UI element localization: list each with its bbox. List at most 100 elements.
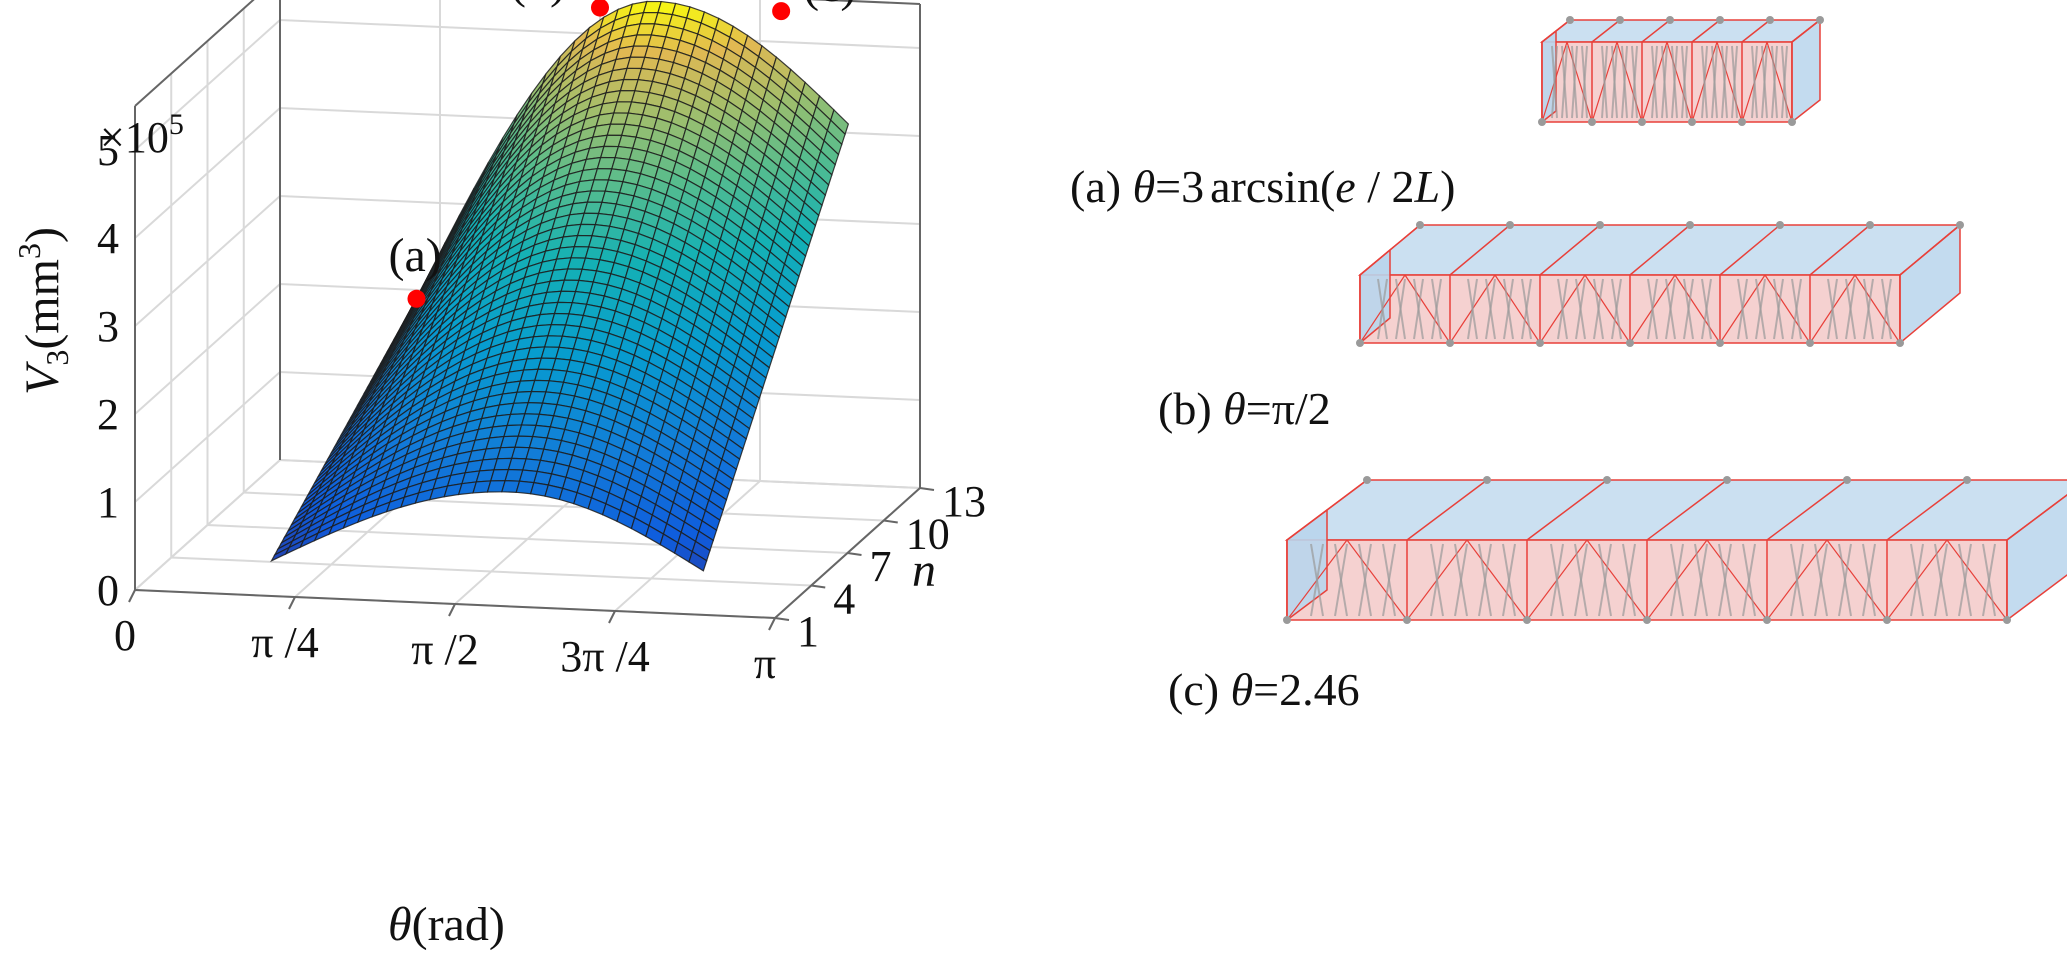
struct-node [1536, 339, 1544, 347]
x-tick-mark [768, 617, 776, 631]
struct-lattice [1621, 45, 1628, 119]
z-tick-label: 5 [97, 126, 119, 175]
z-axis-label: V3(mm3) [11, 227, 75, 395]
caption-c: (c) θ=2.46 [1168, 664, 1360, 715]
struct-lattice [1751, 45, 1758, 119]
struct-node [1566, 16, 1574, 24]
struct-lattice [1502, 543, 1516, 617]
struct-lattice [1395, 278, 1406, 340]
struct-lattice [1601, 45, 1608, 119]
z-tick-label: 4 [97, 214, 119, 263]
struct-lattice [1982, 543, 1996, 617]
struct-diagonal [1566, 41, 1593, 123]
struct-node [1538, 118, 1546, 126]
y-tick-label: 7 [870, 542, 892, 591]
data-point [407, 289, 426, 308]
data-point [591, 0, 609, 17]
struct-lattice [1611, 278, 1622, 340]
struct-lattice [1670, 543, 1684, 617]
struct-node [1356, 339, 1364, 347]
struct-lattice [1711, 45, 1718, 119]
y-tick-mark [811, 584, 826, 589]
y-tick-mark [847, 552, 862, 556]
struct-frame-line [1629, 224, 1691, 276]
y-tick-mark [774, 617, 790, 621]
z-tick-label: 2 [97, 390, 119, 439]
struct-lattice [1790, 543, 1804, 617]
y-tick-label: 13 [942, 477, 986, 526]
struct-lattice [1701, 278, 1712, 340]
struct-lattice [1742, 543, 1756, 617]
struct-lattice [1683, 278, 1694, 340]
struct-lattice [1413, 278, 1424, 340]
struct-lattice [1761, 45, 1768, 119]
z-axis-ticks: 0 1 2 3 4 5 [97, 126, 119, 615]
struct-lattice [1382, 543, 1396, 617]
z-exponent: ×105 [100, 108, 184, 162]
struct-lattice [1467, 278, 1478, 340]
struct-lattice [1755, 278, 1766, 340]
y-axis-label: n [912, 544, 936, 597]
struct-frame-line [1791, 19, 1821, 43]
structure-b-image [1356, 221, 1964, 347]
struct-node [1506, 221, 1514, 229]
struct-diagonal [1584, 274, 1631, 344]
struct-diagonal [1706, 539, 1768, 621]
x-tick-label: π [754, 639, 776, 688]
struct-frame-line [1809, 224, 1871, 276]
struct-node [1763, 616, 1771, 624]
struct-lattice [1485, 278, 1496, 340]
struct-frame-line [1539, 224, 1601, 276]
struct-frame-line [1899, 224, 1961, 276]
struct-lattice [1814, 543, 1828, 617]
struct-frame-line [1646, 479, 1728, 541]
struct-frame-line [1541, 19, 1571, 43]
highlight-points: (a) (b) (c) [388, 0, 856, 308]
struct-node [1523, 616, 1531, 624]
struct-lattice [1737, 278, 1748, 340]
struct-lattice [1631, 45, 1638, 119]
struct-lattice [1845, 278, 1856, 340]
y-tick-label: 4 [833, 575, 855, 624]
x-tick-mark [448, 603, 456, 617]
struct-diagonal [1854, 274, 1901, 344]
struct-node [1616, 16, 1624, 24]
caption-a: (a) θ=3 arcsin(e / 2L) [1070, 161, 1455, 212]
struct-diagonal [1346, 539, 1408, 621]
struct-lattice [1681, 45, 1688, 119]
caption-b: (b) θ=π/2 [1158, 383, 1331, 434]
struct-lattice [1574, 543, 1588, 617]
struct-lattice [1665, 278, 1676, 340]
struct-lattice [1827, 278, 1838, 340]
struct-node [1716, 16, 1724, 24]
struct-lattice [1334, 543, 1348, 617]
struct-lattice [1863, 278, 1874, 340]
box-edge [134, 0, 255, 107]
struct-node [2003, 616, 2011, 624]
surface-cell [688, 550, 708, 572]
struct-lattice [1575, 278, 1586, 340]
struct-frame-line [1741, 19, 1771, 43]
struct-node [1416, 221, 1424, 229]
struct-node [1843, 476, 1851, 484]
x-tick-mark [608, 610, 616, 624]
struct-node [1638, 118, 1646, 126]
y-tick-label: 1 [797, 607, 819, 656]
struct-frame-line [1591, 19, 1621, 43]
struct-diagonal [1766, 41, 1793, 123]
struct-lattice [1557, 278, 1568, 340]
struct-lattice [1598, 543, 1612, 617]
struct-lattice [1671, 45, 1678, 119]
struct-node [1883, 616, 1891, 624]
struct-lattice [1838, 543, 1852, 617]
struct-lattice [1377, 278, 1388, 340]
struct-frame-line [1886, 479, 1968, 541]
struct-lattice [1731, 45, 1738, 119]
struct-lattice [1934, 543, 1948, 617]
x-tick-label: π /2 [411, 625, 478, 674]
struct-diagonal [1674, 274, 1721, 344]
struct-frame-line [1449, 224, 1511, 276]
struct-lattice [1773, 278, 1784, 340]
struct-frame-line [1526, 479, 1608, 541]
